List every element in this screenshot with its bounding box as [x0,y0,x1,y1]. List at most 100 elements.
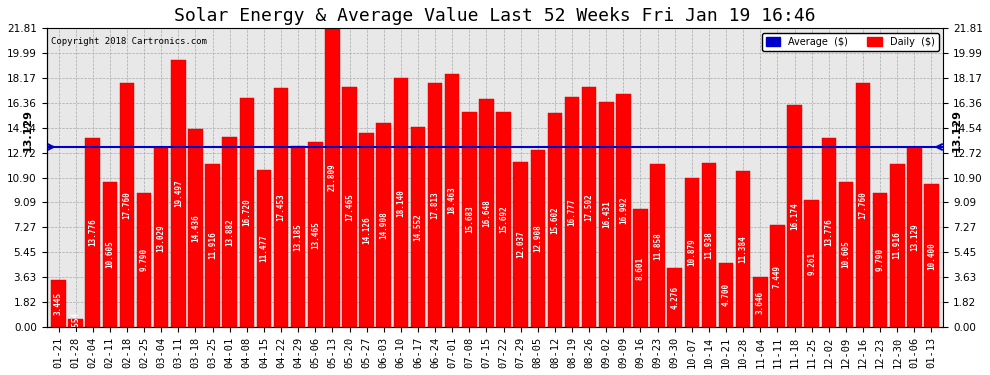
Text: 4.700: 4.700 [722,283,731,306]
Bar [873,193,887,327]
Text: 14.126: 14.126 [362,216,371,244]
Text: 17.760: 17.760 [123,191,132,219]
Bar [582,87,596,327]
Bar [325,28,340,327]
Text: 13.129: 13.129 [23,109,33,152]
Text: 12.037: 12.037 [516,231,525,258]
Text: 16.992: 16.992 [619,196,628,224]
Bar [907,147,922,327]
Bar [171,60,185,327]
Bar [479,99,494,327]
Text: 11.477: 11.477 [259,234,268,262]
Bar [376,123,391,327]
Text: 7.449: 7.449 [773,264,782,288]
Text: 10.879: 10.879 [687,238,696,266]
Bar [925,184,939,327]
Text: 16.174: 16.174 [790,202,799,230]
Bar [736,171,750,327]
Text: 4.276: 4.276 [670,286,679,309]
Bar [616,94,631,327]
Bar [634,209,647,327]
Bar [667,268,682,327]
Text: 11.858: 11.858 [653,232,662,260]
Text: 13.776: 13.776 [825,219,834,246]
Bar [85,138,100,327]
Text: 3.445: 3.445 [54,292,63,315]
Bar [787,105,802,327]
Text: 16.720: 16.720 [243,198,251,226]
Text: 14.436: 14.436 [191,214,200,242]
Text: 17.465: 17.465 [345,194,354,221]
Bar [188,129,203,327]
Text: 11.916: 11.916 [893,231,902,259]
Bar [531,150,545,327]
Bar [684,178,699,327]
Bar [291,146,306,327]
Bar [343,87,356,327]
Bar [599,102,614,327]
Text: 8.601: 8.601 [636,256,645,280]
Text: 10.605: 10.605 [105,240,115,268]
Bar [359,133,374,327]
Bar [564,97,579,327]
Text: 18.140: 18.140 [396,189,405,216]
Bar [428,83,443,327]
Text: 14.908: 14.908 [379,211,388,239]
Text: 9.790: 9.790 [140,248,148,272]
Bar [205,164,220,327]
Text: 16.431: 16.431 [602,201,611,228]
Text: 13.029: 13.029 [156,224,165,252]
Bar [256,170,271,327]
Bar [514,162,528,327]
Bar [855,84,870,327]
Title: Solar Energy & Average Value Last 52 Weeks Fri Jan 19 16:46: Solar Energy & Average Value Last 52 Wee… [174,7,816,25]
Text: 16.648: 16.648 [482,199,491,227]
Text: 21.809: 21.809 [328,164,337,191]
Legend: Average  ($), Daily  ($): Average ($), Daily ($) [762,33,939,51]
Text: 11.384: 11.384 [739,235,747,263]
Text: 10.400: 10.400 [927,242,936,270]
Bar [719,262,734,327]
Bar [462,112,476,327]
Bar [702,164,716,327]
Text: 3.646: 3.646 [755,291,765,314]
Bar [805,200,819,327]
Text: 12.908: 12.908 [534,225,543,252]
Bar [547,113,562,327]
Bar [274,88,288,327]
Text: 13.882: 13.882 [225,218,235,246]
Bar [120,84,135,327]
Text: 0.554: 0.554 [71,312,80,335]
Bar [445,74,459,327]
Bar [770,225,785,327]
Bar [394,78,408,327]
Text: 9.261: 9.261 [807,252,816,275]
Text: 13.129: 13.129 [952,109,962,152]
Text: 13.185: 13.185 [294,223,303,251]
Bar [154,148,168,327]
Text: 9.790: 9.790 [875,248,885,272]
Bar [753,277,767,327]
Text: 15.692: 15.692 [499,206,508,233]
Text: 11.938: 11.938 [705,231,714,259]
Text: 10.605: 10.605 [842,240,850,268]
Bar [223,136,237,327]
Text: 19.497: 19.497 [174,180,183,207]
Bar [308,142,323,327]
Text: 16.777: 16.777 [567,198,576,226]
Bar [240,98,254,327]
Text: 15.602: 15.602 [550,206,559,234]
Bar [496,112,511,327]
Text: 14.552: 14.552 [414,213,423,241]
Bar [137,193,151,327]
Text: 17.813: 17.813 [431,191,440,219]
Text: 17.453: 17.453 [276,194,285,221]
Text: 17.502: 17.502 [585,193,594,221]
Text: 13.465: 13.465 [311,221,320,249]
Bar [68,320,83,327]
Text: Copyright 2018 Cartronics.com: Copyright 2018 Cartronics.com [51,37,207,46]
Text: 13.776: 13.776 [88,219,97,246]
Bar [650,164,665,327]
Bar [839,182,853,327]
Bar [51,280,65,327]
